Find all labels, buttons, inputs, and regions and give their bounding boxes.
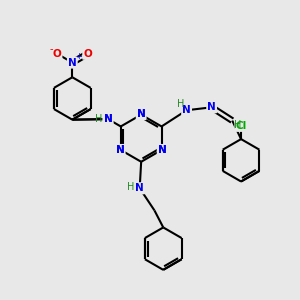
Text: N: N (137, 109, 146, 119)
Text: N: N (116, 145, 124, 155)
Text: +: + (75, 52, 82, 61)
Text: N: N (103, 114, 112, 124)
Text: Cl: Cl (236, 121, 247, 131)
Text: N: N (116, 145, 124, 155)
Text: N: N (137, 109, 146, 119)
Text: N: N (135, 183, 144, 193)
Text: H: H (95, 114, 102, 124)
Text: N: N (207, 102, 216, 112)
Text: H: H (177, 99, 184, 110)
Text: O: O (83, 49, 92, 59)
Text: H: H (234, 120, 242, 130)
Text: N: N (103, 114, 112, 124)
Text: N: N (158, 145, 167, 155)
Text: N: N (182, 105, 191, 115)
Text: -: - (50, 44, 53, 54)
Text: N: N (68, 58, 77, 68)
Text: N: N (158, 145, 167, 155)
Text: O: O (52, 49, 62, 59)
Text: H: H (127, 182, 134, 192)
